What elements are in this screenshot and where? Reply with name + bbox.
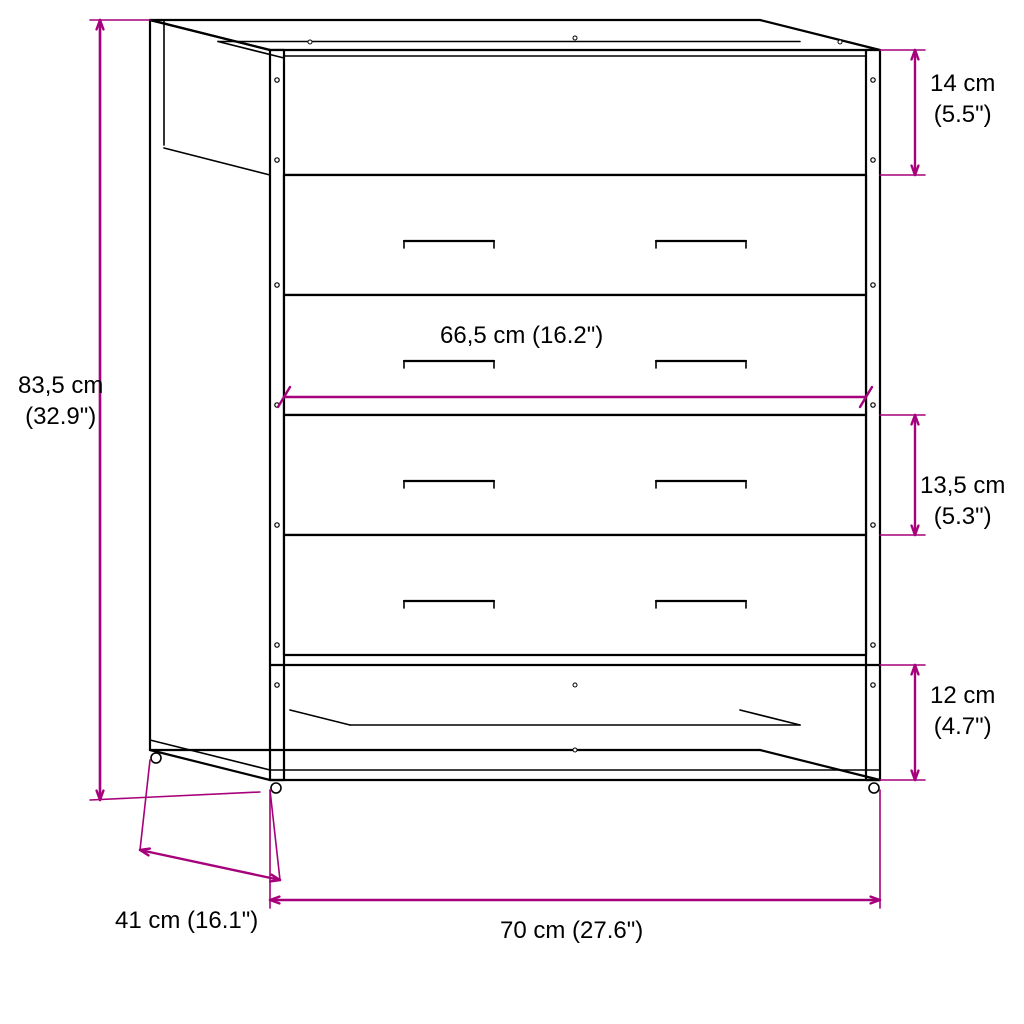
imperial: (4.7") bbox=[934, 713, 992, 740]
imperial: (5.3") bbox=[934, 503, 992, 530]
dim-depth: 41 cm (16.1") bbox=[115, 905, 258, 936]
metric: 41 cm bbox=[115, 907, 180, 934]
dim-shelf-height: 14 cm (5.5") bbox=[930, 68, 995, 130]
imperial: (32.9") bbox=[25, 403, 96, 430]
imperial: (5.5") bbox=[934, 101, 992, 128]
metric: 83,5 cm bbox=[18, 372, 103, 399]
metric: 66,5 cm bbox=[440, 322, 525, 349]
dim-drawer-height: 13,5 cm (5.3") bbox=[920, 470, 1005, 532]
dim-leg-height: 12 cm (4.7") bbox=[930, 680, 995, 742]
metric: 12 cm bbox=[930, 682, 995, 709]
metric: 13,5 cm bbox=[920, 472, 1005, 499]
imperial: (27.6") bbox=[572, 917, 643, 944]
dim-inner-width: 66,5 cm (16.2") bbox=[440, 320, 603, 351]
metric: 70 cm bbox=[500, 917, 565, 944]
dim-width: 70 cm (27.6") bbox=[500, 915, 643, 946]
dim-height-total: 83,5 cm (32.9") bbox=[18, 370, 103, 432]
imperial: (16.1") bbox=[187, 907, 258, 934]
metric: 14 cm bbox=[930, 70, 995, 97]
imperial: (16.2") bbox=[532, 322, 603, 349]
